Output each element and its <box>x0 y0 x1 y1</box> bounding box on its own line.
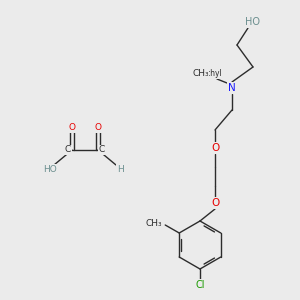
Text: O: O <box>211 143 219 153</box>
Text: methyl: methyl <box>196 70 222 79</box>
Text: O: O <box>94 124 101 133</box>
Text: CH₃: CH₃ <box>192 70 209 79</box>
Text: CH₃: CH₃ <box>146 218 162 227</box>
Text: C: C <box>65 146 71 154</box>
Text: HO: HO <box>43 164 57 173</box>
Text: O: O <box>68 124 76 133</box>
Text: HO: HO <box>245 17 260 27</box>
Text: N: N <box>228 83 236 93</box>
Text: Cl: Cl <box>195 280 205 290</box>
Text: O: O <box>211 198 219 208</box>
Text: H: H <box>117 164 123 173</box>
Text: C: C <box>99 146 105 154</box>
